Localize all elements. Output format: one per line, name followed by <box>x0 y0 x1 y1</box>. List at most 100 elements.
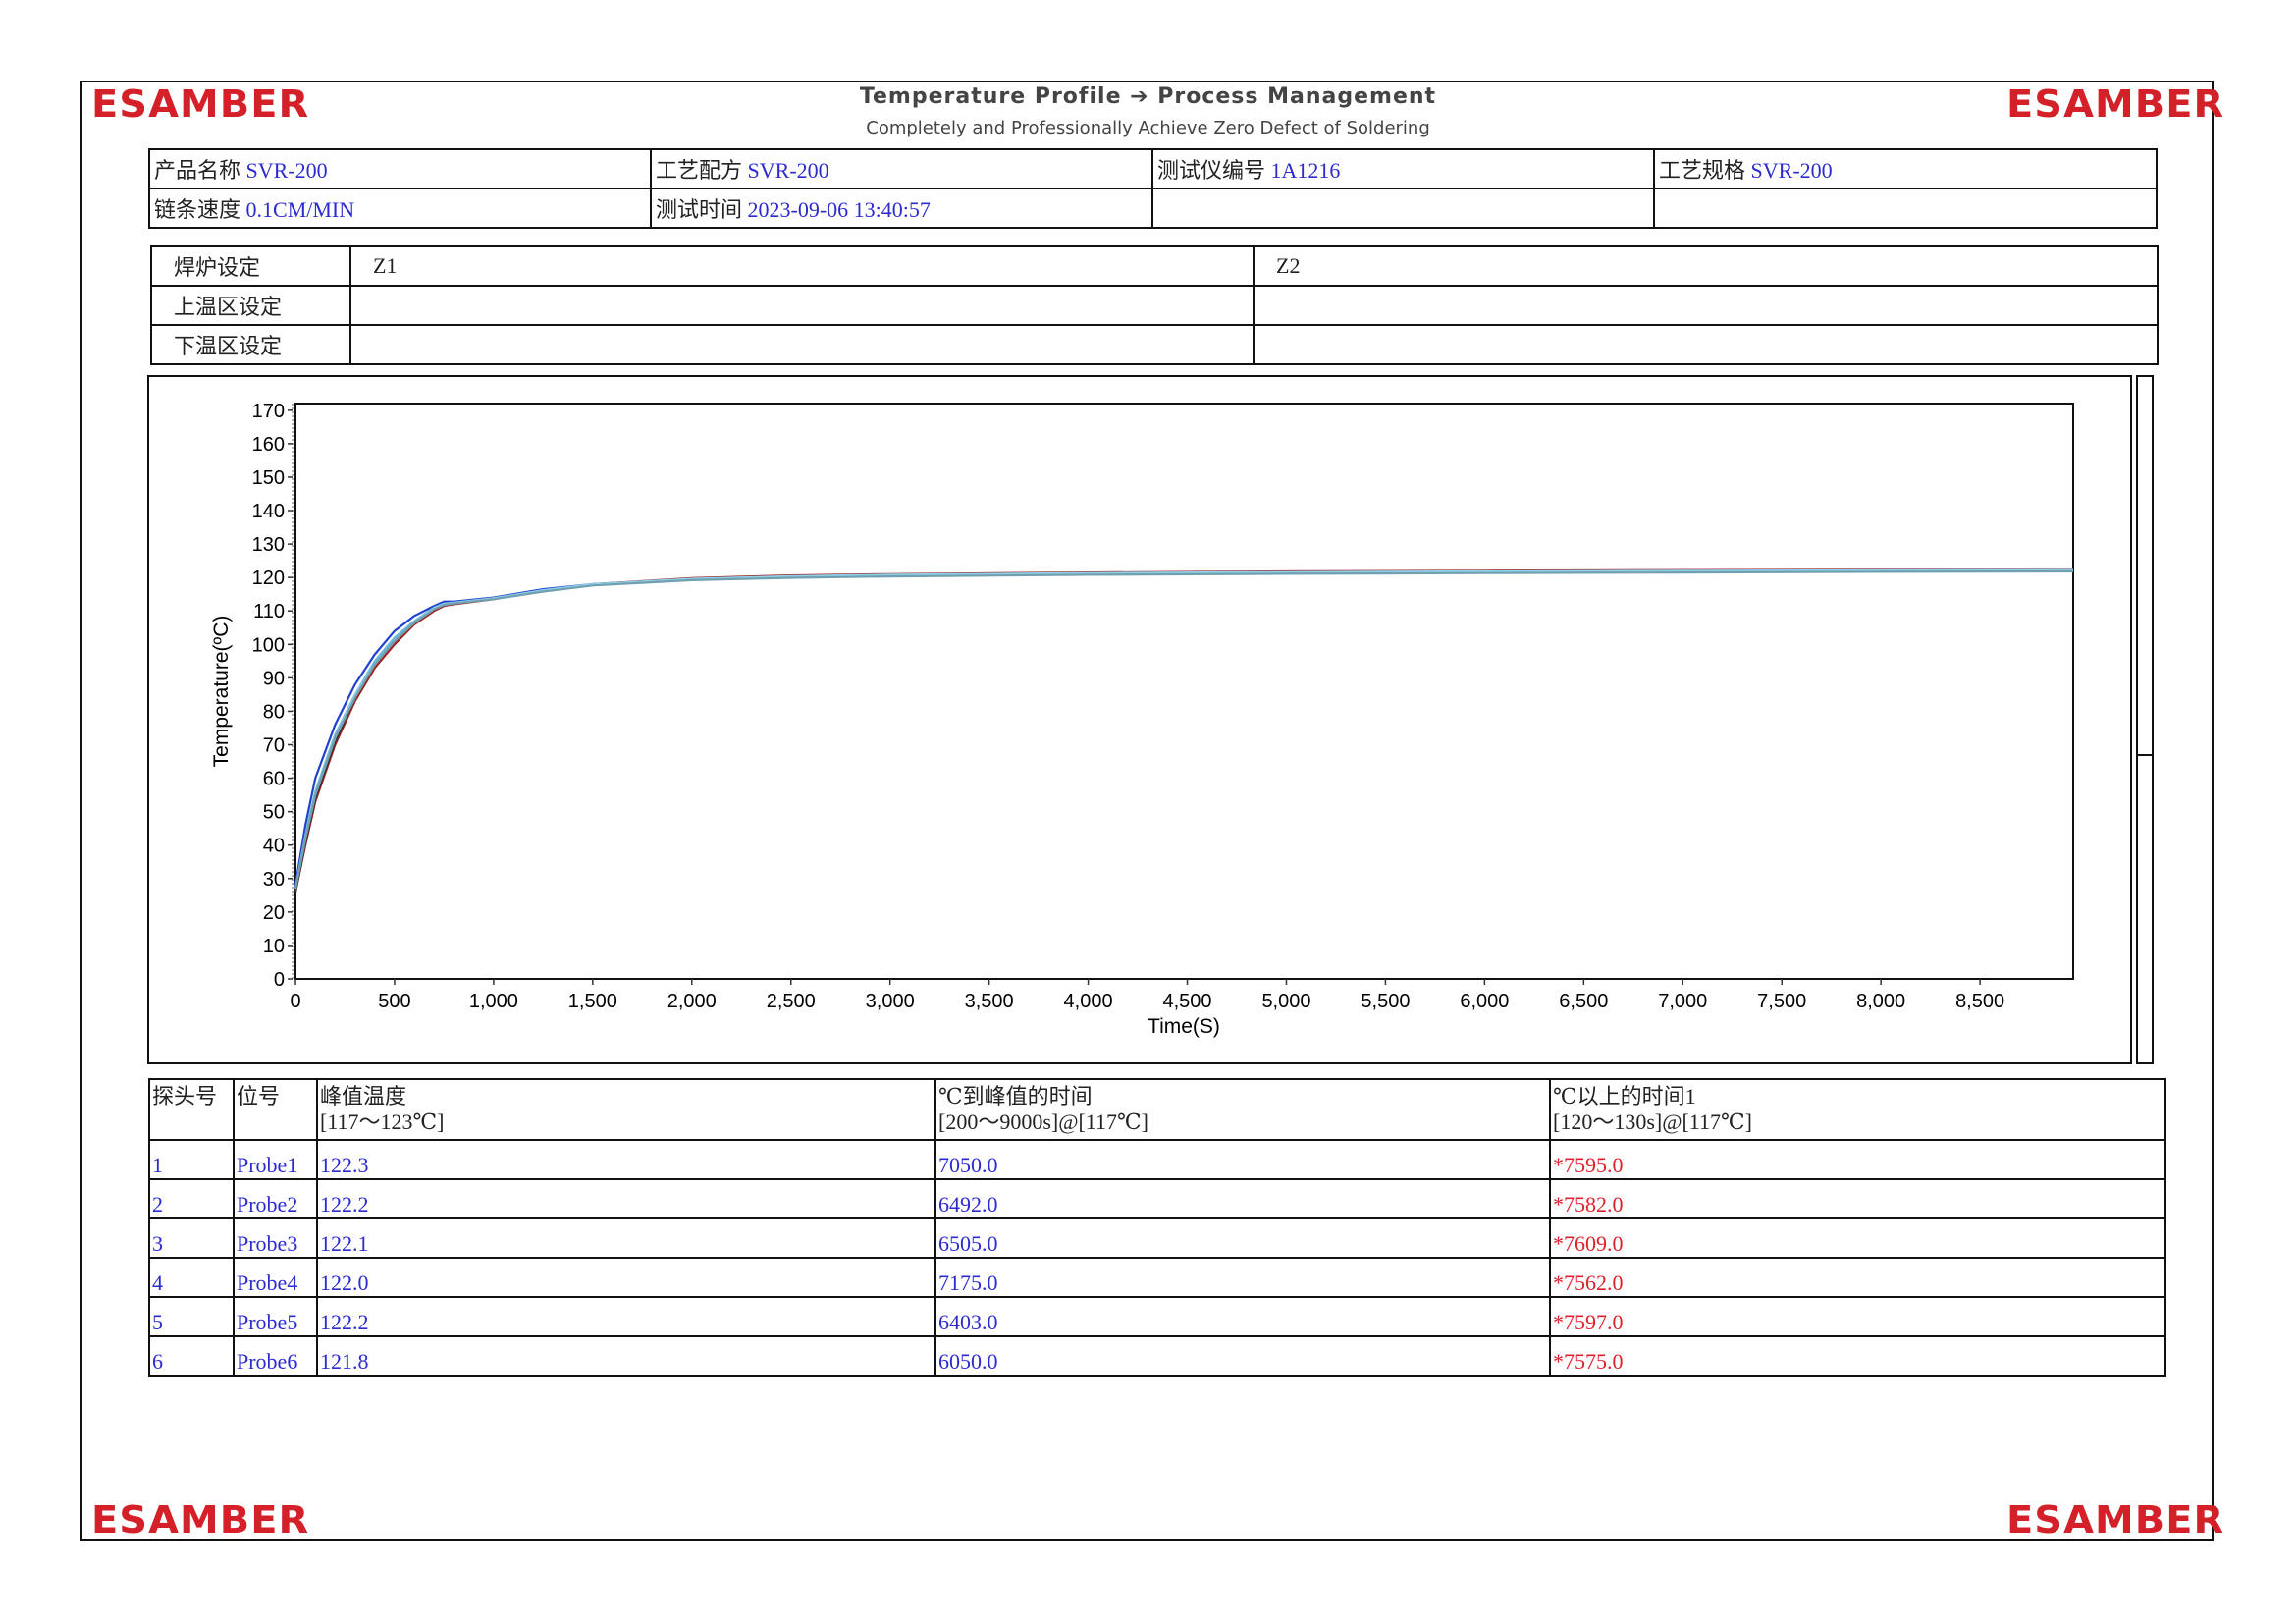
speed-label: 链条速度 <box>154 197 241 222</box>
zone-name: Z2 <box>1253 245 2159 287</box>
test-time-value: 2023-09-06 13:40:57 <box>747 197 931 222</box>
empty-cell <box>1151 188 1655 229</box>
test-time-cell: 测试时间 2023-09-06 13:40:57 <box>650 188 1153 229</box>
x-tick-label: 500 <box>378 991 410 1012</box>
y-tick-label: 0 <box>274 969 285 991</box>
x-tick-label: 1,500 <box>568 991 617 1012</box>
y-tick-label: 70 <box>263 735 285 757</box>
spec-value: SVR-200 <box>1750 158 1833 183</box>
spec-label: 工艺规格 <box>1659 158 1746 183</box>
probe-number: 2 <box>148 1178 235 1219</box>
x-tick-label: 6,500 <box>1559 991 1608 1012</box>
peak-temperature: 122.2 <box>316 1178 936 1219</box>
probe-number: 3 <box>148 1217 235 1259</box>
recipe-cell: 工艺配方 SVR-200 <box>650 148 1153 189</box>
results-row: 4 Probe4 122.0 7175.0 *7562.0 <box>148 1257 2166 1298</box>
peak-temperature: 122.1 <box>316 1217 936 1259</box>
results-row: 1 Probe1 122.3 7050.0 *7595.0 <box>148 1139 2166 1180</box>
y-tick-label: 110 <box>253 601 285 622</box>
time-above-threshold: *7562.0 <box>1549 1257 2166 1298</box>
zone-value <box>349 285 1255 326</box>
probe-5-line <box>294 568 2074 890</box>
zone-name: Z1 <box>349 245 1255 287</box>
results-header-cell: 位号 <box>233 1078 318 1141</box>
peak-temperature: 122.2 <box>316 1296 936 1337</box>
x-tick-label: 4,500 <box>1162 991 1211 1012</box>
x-tick-label: 2,500 <box>767 991 816 1012</box>
zone-value <box>1253 285 2159 326</box>
recipe-label: 工艺配方 <box>656 158 743 183</box>
probe-number: 4 <box>148 1257 235 1298</box>
test-time-label: 测试时间 <box>656 197 743 222</box>
zone-value <box>1253 324 2159 365</box>
spec-cell: 工艺规格 SVR-200 <box>1653 148 2158 189</box>
y-tick-label: 60 <box>263 769 285 790</box>
time-to-peak: 7050.0 <box>934 1139 1551 1180</box>
header-line2: [200～9000s]@[117℃] <box>938 1109 1148 1134</box>
y-tick-label: 40 <box>263 836 285 857</box>
time-above-threshold: *7597.0 <box>1549 1296 2166 1337</box>
time-to-peak: 6492.0 <box>934 1178 1551 1219</box>
x-tick-label: 0 <box>290 991 300 1012</box>
logo-top-right: ESAMBER <box>2006 82 2225 126</box>
y-tick-label: 50 <box>263 802 285 824</box>
header-line2: [120～130s]@[117℃] <box>1553 1109 1752 1134</box>
header-line1: 探头号 <box>152 1084 218 1109</box>
header-line1: 位号 <box>237 1084 281 1109</box>
y-tick-label: 90 <box>263 668 285 689</box>
zone-value <box>349 324 1255 365</box>
x-tick-label: 1,000 <box>469 991 518 1012</box>
logo-bottom-left: ESAMBER <box>91 1498 310 1542</box>
time-to-peak: 6505.0 <box>934 1217 1551 1259</box>
recipe-value: SVR-200 <box>747 158 829 183</box>
x-tick-label: 6,000 <box>1460 991 1509 1012</box>
results-header-cell: ℃到峰值的时间 [200～9000s]@[117℃] <box>934 1078 1551 1141</box>
speed-value: 0.1CM/MIN <box>245 197 355 222</box>
probe-6-line <box>294 569 2074 890</box>
report-title: Temperature Profile ➔ Process Management <box>859 84 1437 109</box>
zone-row-label: 下温区设定 <box>150 324 351 365</box>
x-tick-label: 3,500 <box>965 991 1014 1012</box>
tester-value: 1A1216 <box>1270 158 1341 183</box>
results-table: 探头号 位号 峰值温度 [117～123℃] ℃到峰值的时间 [200～9000s]@[1… <box>148 1078 2166 1377</box>
chart-side-panel <box>2136 375 2154 1064</box>
probe-number: 1 <box>148 1139 235 1180</box>
x-tick-label: 7,000 <box>1658 991 1707 1012</box>
logo-bottom-right: ESAMBER <box>2006 1498 2225 1542</box>
product-label: 产品名称 <box>154 158 241 183</box>
results-row: 3 Probe3 122.1 6505.0 *7609.0 <box>148 1217 2166 1259</box>
y-tick-label: 30 <box>263 869 285 891</box>
y-tick-label: 170 <box>252 401 285 422</box>
y-tick-label: 140 <box>252 501 285 522</box>
chart-side-divider <box>2136 754 2154 756</box>
zone-row-label: 上温区设定 <box>150 285 351 326</box>
x-tick-label: 8,000 <box>1856 991 1905 1012</box>
probe-2-line <box>294 568 2074 886</box>
probe-3-line <box>294 568 2074 893</box>
header-line1: 峰值温度 <box>320 1084 407 1109</box>
peak-temperature: 122.3 <box>316 1139 936 1180</box>
y-tick-label: 160 <box>252 434 285 456</box>
tester-label: 测试仪编号 <box>1157 158 1266 183</box>
x-tick-label: 4,000 <box>1064 991 1113 1012</box>
y-axis-label: Temperature(ºC) <box>210 616 233 768</box>
y-tick-label: 20 <box>263 902 285 924</box>
page-frame <box>80 81 2214 1541</box>
time-to-peak: 7175.0 <box>934 1257 1551 1298</box>
logo-top-left: ESAMBER <box>91 82 310 126</box>
time-to-peak: 6050.0 <box>934 1335 1551 1377</box>
results-header-cell: 探头号 <box>148 1078 235 1141</box>
empty-cell <box>1653 188 2158 229</box>
x-tick-label: 8,500 <box>1955 991 2004 1012</box>
y-tick-label: 100 <box>252 634 285 656</box>
probe-position: Probe4 <box>233 1257 318 1298</box>
chart-box <box>147 375 2132 1064</box>
time-to-peak: 6403.0 <box>934 1296 1551 1337</box>
results-row: 2 Probe2 122.2 6492.0 *7582.0 <box>148 1178 2166 1219</box>
probe-number: 6 <box>148 1335 235 1377</box>
y-tick-label: 130 <box>252 534 285 556</box>
time-above-threshold: *7582.0 <box>1549 1178 2166 1219</box>
speed-cell: 链条速度 0.1CM/MIN <box>148 188 652 229</box>
y-tick-label: 80 <box>263 701 285 723</box>
